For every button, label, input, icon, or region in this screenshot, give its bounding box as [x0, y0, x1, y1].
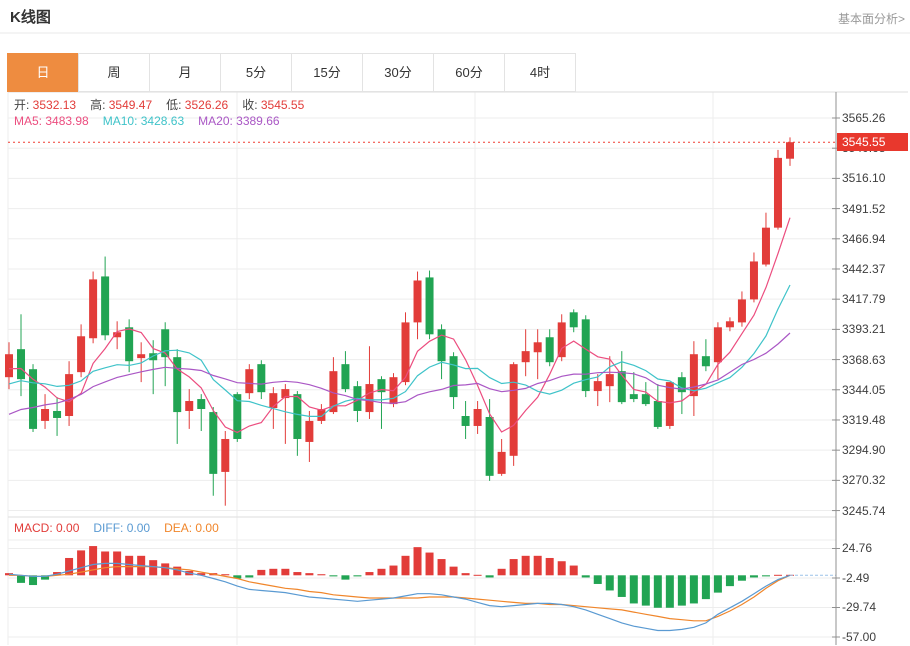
macd-histogram	[5, 546, 794, 608]
y-axis-label: -29.74	[842, 600, 877, 615]
legend-ohlc-low: 低: 3526.26	[166, 98, 229, 112]
tab-60分[interactable]: 60分	[433, 53, 505, 92]
tab-4时[interactable]: 4时	[504, 53, 576, 92]
y-axis-label: 3393.21	[842, 322, 886, 337]
tab-5分[interactable]: 5分	[220, 53, 292, 92]
period-tabbar: 日周月 5分 15分 30分 60分 4时	[7, 53, 576, 92]
candles	[5, 137, 794, 506]
y-axis-label: -57.00	[842, 630, 877, 644]
y-axis-label: 3491.52	[842, 201, 886, 216]
y-axis-label: -2.49	[842, 570, 870, 585]
y-axis-label: 24.76	[842, 541, 873, 556]
legend-ohlc-close: 收: 3545.55	[242, 98, 305, 112]
tab-15分[interactable]: 15分	[291, 53, 363, 92]
legend-macd-macd: MACD: 0.00	[14, 521, 80, 535]
y-axis-label: 3368.63	[842, 352, 886, 367]
legend-ohlc-open: 开: 3532.13	[14, 98, 77, 112]
dea-line	[9, 565, 791, 622]
y-axis-label: 3466.94	[842, 231, 886, 246]
y-axis-label: 3294.90	[842, 443, 886, 458]
macd-legend: MACD: 0.00 DIFF: 0.00 DEA: 0.00	[14, 521, 233, 535]
current-price-badge: 3545.55	[837, 133, 908, 152]
ma5-line	[8, 217, 791, 434]
legend-ma-ma10: MA10: 3428.63	[102, 114, 185, 128]
y-axis-label: 3270.32	[842, 473, 886, 488]
tab-30分[interactable]: 30分	[362, 53, 434, 92]
legend-ohlc-high: 高: 3549.47	[90, 98, 153, 112]
y-axis-label: 3565.26	[842, 111, 886, 125]
legend-macd-dea: DEA: 0.00	[164, 521, 219, 535]
tab-周[interactable]: 周	[78, 53, 150, 92]
fundamental-analysis-link[interactable]: 基本面分析>	[837, 12, 905, 26]
legend-macd-diff: DIFF: 0.00	[93, 521, 151, 535]
y-axis-label: 3417.79	[842, 292, 886, 307]
y-axis-label: 3442.37	[842, 261, 886, 276]
y-axis-label: 3344.05	[842, 382, 886, 397]
diff-line	[8, 562, 791, 632]
tab-日[interactable]: 日	[7, 53, 79, 92]
page-title: K线图	[10, 9, 51, 26]
ma-legend: MA5: 3483.98 MA10: 3428.63 MA20: 3389.66	[14, 114, 294, 128]
y-axis-label: 3319.48	[842, 412, 886, 427]
legend-ma-ma20: MA20: 3389.66	[198, 114, 280, 128]
y-axis-label: 3516.10	[842, 171, 886, 186]
y-axis	[832, 92, 840, 645]
tab-月[interactable]: 月	[149, 53, 221, 92]
ohlc-legend: 开: 3532.13 高: 3549.47 低: 3526.26 收: 3545.55	[14, 96, 318, 113]
ma10-line	[8, 284, 791, 417]
ma20-line	[8, 332, 791, 415]
y-axis-label: 3245.74	[842, 503, 886, 518]
legend-ma-ma5: MA5: 3483.98	[14, 114, 89, 128]
